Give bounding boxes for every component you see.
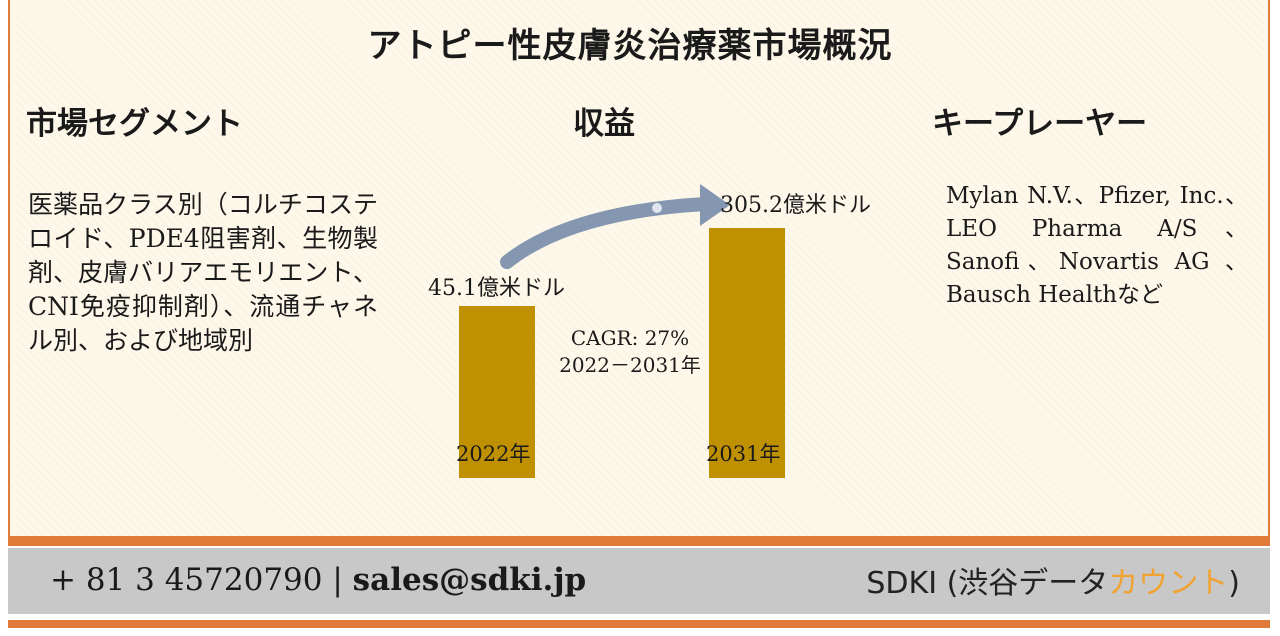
- brand-close: ): [1228, 566, 1240, 601]
- footer-top-stripe: [8, 538, 1270, 546]
- bar-category-label: 2031年: [706, 442, 781, 466]
- revenue-heading: 収益: [573, 106, 635, 142]
- players-heading: キープレーヤー: [932, 106, 1148, 142]
- segments-heading: 市場セグメント: [26, 106, 243, 142]
- cagr-line2: 2022－2031年: [559, 353, 701, 377]
- footer-bar: + 81 3 45720790 | sales@sdki.jp SDKI (渋谷…: [8, 548, 1270, 614]
- bar-1: [709, 228, 785, 478]
- phone-number: + 81 3 45720790: [50, 562, 323, 598]
- brand-name: SDKI (渋谷データカウント): [866, 558, 1240, 602]
- bar-value-label: 305.2億米ドル: [720, 193, 871, 218]
- growth-arrow-head: [700, 184, 730, 226]
- arrow-dot: [652, 203, 662, 213]
- page-title: アトピー性皮膚炎治療薬市場概況: [367, 26, 893, 66]
- contact-info: + 81 3 45720790 | sales@sdki.jp: [50, 562, 586, 598]
- cagr-annotation: CAGR: 27% 2022－2031年: [550, 325, 710, 379]
- overview-panel: アトピー性皮膚炎治療薬市場概況 市場セグメント 収益 キープレーヤー 医薬品クラ…: [8, 0, 1270, 538]
- players-text: Mylan N.V.、Pfizer, Inc.、LEO Pharma A/S、S…: [946, 183, 1248, 308]
- bar-0: [459, 306, 535, 478]
- segments-text: 医薬品クラス別（コルチコステロイド、PDE4阻害剤、生物製剤、皮膚バリアエモリエ…: [28, 190, 378, 355]
- bar-value-label: 45.1億米ドル: [428, 276, 565, 301]
- brand-main: SDKI (渋谷データ: [866, 566, 1109, 601]
- contact-separator: |: [332, 562, 343, 598]
- cagr-line1: CAGR: 27%: [570, 326, 690, 350]
- growth-arrow: [500, 197, 712, 269]
- brand-accent: カウント: [1108, 566, 1229, 601]
- footer-bottom-stripe: [8, 620, 1270, 628]
- bar-category-label: 2022年: [456, 442, 531, 466]
- email-address[interactable]: sales@sdki.jp: [352, 562, 587, 598]
- revenue-chart: [459, 184, 785, 478]
